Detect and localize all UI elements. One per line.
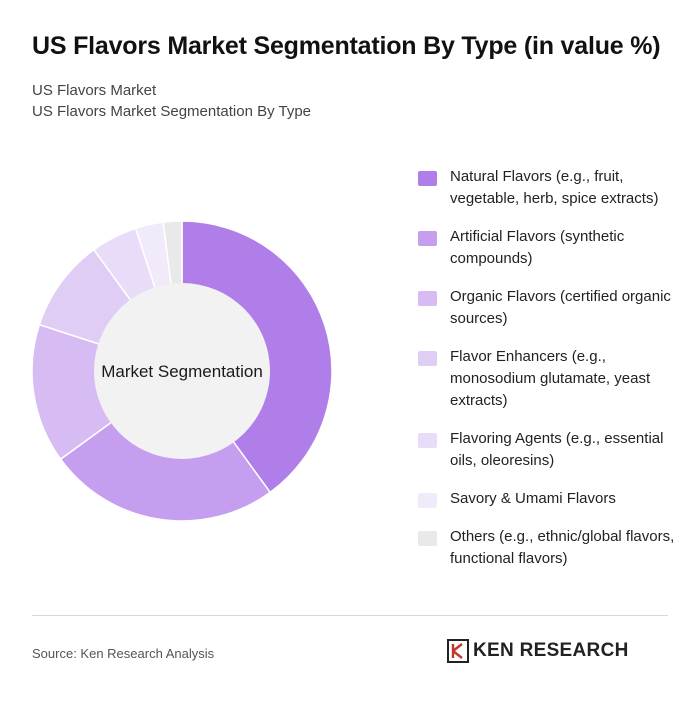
legend-label: Others (e.g., ethnic/global flavors, fun… — [450, 528, 675, 567]
legend-label: Savory & Umami Flavors — [450, 490, 616, 507]
donut-center — [94, 283, 270, 459]
legend-swatch — [418, 493, 437, 508]
legend-item: Flavor Enhancers (e.g., monosodium gluta… — [418, 346, 678, 412]
chart-legend: Natural Flavors (e.g., fruit, vegetable,… — [418, 166, 678, 586]
legend-swatch — [418, 351, 437, 366]
legend-item: Others (e.g., ethnic/global flavors, fun… — [418, 526, 678, 570]
legend-swatch — [418, 231, 437, 246]
legend-swatch — [418, 171, 437, 186]
donut-chart: Market Segmentation — [31, 220, 333, 522]
donut-center-label: Market Segmentation — [101, 362, 263, 381]
legend-label: Organic Flavors (certified organic sourc… — [450, 288, 671, 327]
chart-title: US Flavors Market Segmentation By Type (… — [32, 32, 661, 60]
source-note: Source: Ken Research Analysis — [32, 646, 215, 661]
brand-name: KEN RESEARCH — [473, 640, 629, 661]
legend-label: Natural Flavors (e.g., fruit, vegetable,… — [450, 168, 659, 207]
ken-research-logo-icon — [447, 639, 469, 663]
chart-subtitle-segmentation: US Flavors Market Segmentation By Type — [32, 103, 312, 120]
legend-label: Flavoring Agents (e.g., essential oils, … — [450, 430, 664, 469]
legend-item: Artificial Flavors (synthetic compounds) — [418, 226, 678, 270]
legend-item: Organic Flavors (certified organic sourc… — [418, 286, 678, 330]
legend-swatch — [418, 433, 437, 448]
legend-label: Flavor Enhancers (e.g., monosodium gluta… — [450, 348, 651, 409]
legend-label: Artificial Flavors (synthetic compounds) — [450, 228, 625, 267]
legend-item: Flavoring Agents (e.g., essential oils, … — [418, 428, 678, 472]
legend-swatch — [418, 291, 437, 306]
legend-swatch — [418, 531, 437, 546]
brand-logo: KEN RESEARCH — [447, 639, 629, 663]
footer-divider — [32, 615, 668, 616]
chart-subtitle-market: US Flavors Market — [32, 82, 157, 99]
legend-item: Savory & Umami Flavors — [418, 488, 678, 510]
legend-item: Natural Flavors (e.g., fruit, vegetable,… — [418, 166, 678, 210]
